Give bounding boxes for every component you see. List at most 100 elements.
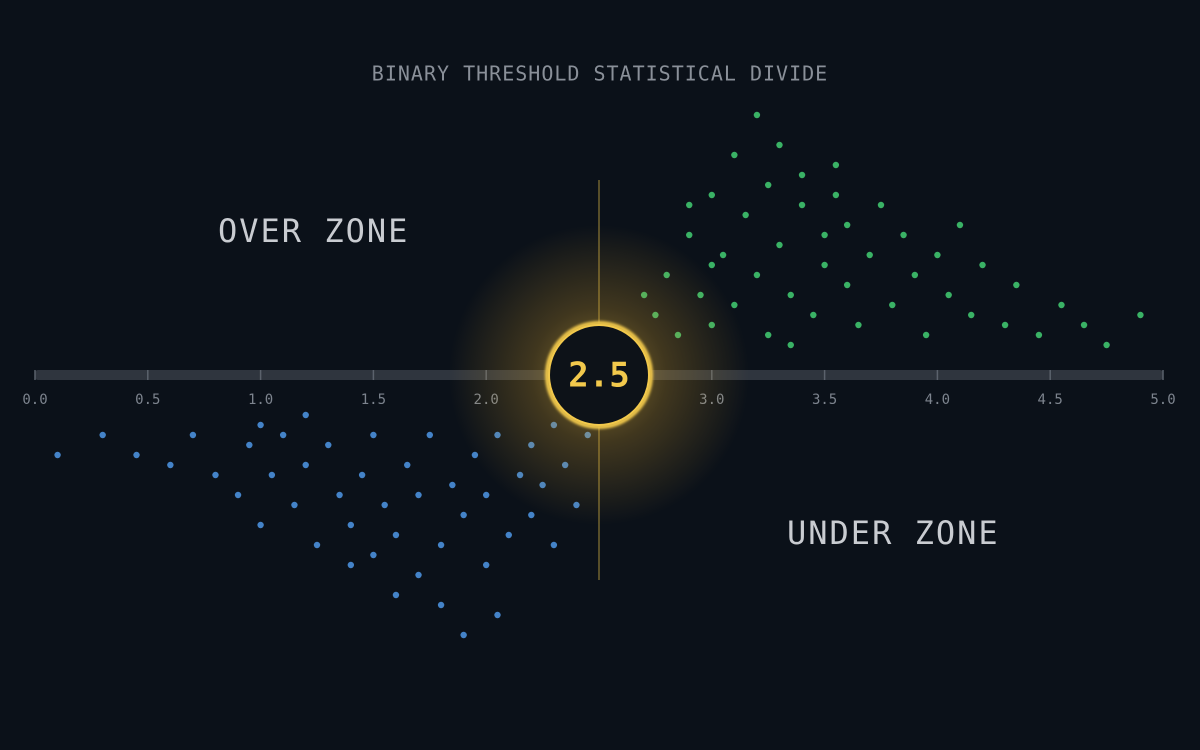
data-point [1058, 301, 1065, 309]
data-point [494, 611, 501, 619]
data-point [54, 451, 61, 459]
data-point [742, 211, 749, 219]
data-point [449, 481, 456, 489]
data-point [437, 541, 445, 549]
data-point [257, 421, 264, 429]
data-point [708, 261, 715, 269]
x-tick-label: 5.0 [1150, 392, 1175, 408]
data-point [821, 231, 828, 239]
data-point [189, 431, 197, 439]
data-point [99, 431, 106, 439]
data-point [911, 271, 919, 279]
data-point [877, 201, 885, 209]
data-point [776, 141, 783, 149]
data-point [257, 521, 264, 529]
data-point [855, 321, 862, 329]
data-point [392, 531, 400, 539]
data-point [968, 311, 975, 319]
data-point [821, 261, 828, 269]
data-point [392, 591, 400, 599]
data-point [325, 441, 332, 449]
data-point [426, 431, 433, 439]
data-point [313, 541, 321, 549]
data-point [922, 331, 930, 339]
data-point [234, 491, 242, 499]
data-point [415, 491, 422, 499]
data-point [347, 521, 355, 529]
x-tick-label: 0.5 [135, 392, 160, 408]
data-point [956, 221, 964, 229]
x-tick-label: 4.5 [1038, 392, 1063, 408]
data-point [866, 251, 873, 259]
data-point [900, 231, 907, 239]
data-point [1035, 331, 1043, 339]
data-point [708, 191, 715, 199]
data-point [798, 171, 806, 179]
data-point [719, 251, 727, 259]
data-point [415, 571, 422, 579]
data-point [212, 471, 219, 479]
threshold-label: 2.5 [568, 356, 629, 396]
data-point [302, 411, 309, 419]
data-point [686, 201, 693, 209]
data-point [798, 201, 806, 209]
data-point [1013, 281, 1020, 289]
data-point [246, 441, 253, 449]
x-tick-label: 4.0 [925, 392, 950, 408]
data-point [979, 261, 986, 269]
threshold-disc [548, 324, 650, 426]
data-point [832, 191, 840, 199]
chart-title: BINARY THRESHOLD STATISTICAL DIVIDE [372, 62, 828, 86]
data-point [358, 471, 366, 479]
data-point [765, 331, 772, 339]
data-point [753, 271, 761, 279]
x-tick-label: 1.5 [361, 392, 386, 408]
data-point [810, 311, 817, 319]
data-point [336, 491, 343, 499]
data-point [437, 601, 445, 609]
data-point [347, 561, 355, 569]
data-point [1001, 321, 1009, 329]
data-point [731, 301, 738, 309]
data-point [528, 511, 535, 519]
data-point [731, 151, 738, 159]
data-point [686, 231, 693, 239]
data-point [279, 431, 287, 439]
data-point [370, 551, 377, 559]
data-point [1103, 341, 1110, 349]
data-point [832, 161, 840, 169]
data-point [404, 461, 411, 469]
data-point [765, 181, 772, 189]
data-point [776, 241, 783, 249]
data-point [291, 501, 298, 509]
zone-label: UNDER ZONE [787, 514, 1000, 552]
data-point [381, 501, 388, 509]
data-point [787, 341, 794, 349]
data-point [483, 561, 490, 569]
data-point [1080, 321, 1088, 329]
data-point [483, 491, 490, 499]
data-point [889, 301, 896, 309]
data-point [787, 291, 794, 299]
zone-label: OVER ZONE [218, 212, 409, 250]
data-point [753, 111, 761, 119]
data-point [550, 541, 558, 549]
data-point [1137, 311, 1144, 319]
data-point [370, 431, 377, 439]
data-point [505, 531, 512, 539]
plot-area: 0.00.51.01.52.03.03.54.04.55.02.5 [22, 111, 1176, 639]
data-point [302, 461, 309, 469]
data-point [460, 511, 467, 519]
data-point [460, 631, 467, 639]
data-point [167, 461, 174, 469]
data-point [268, 471, 276, 479]
x-tick-label: 3.5 [812, 392, 837, 408]
data-point [843, 281, 851, 289]
x-tick-label: 1.0 [248, 392, 273, 408]
x-tick-label: 0.0 [22, 392, 47, 408]
data-point [934, 251, 941, 259]
data-point [945, 291, 952, 299]
data-point [843, 221, 851, 229]
